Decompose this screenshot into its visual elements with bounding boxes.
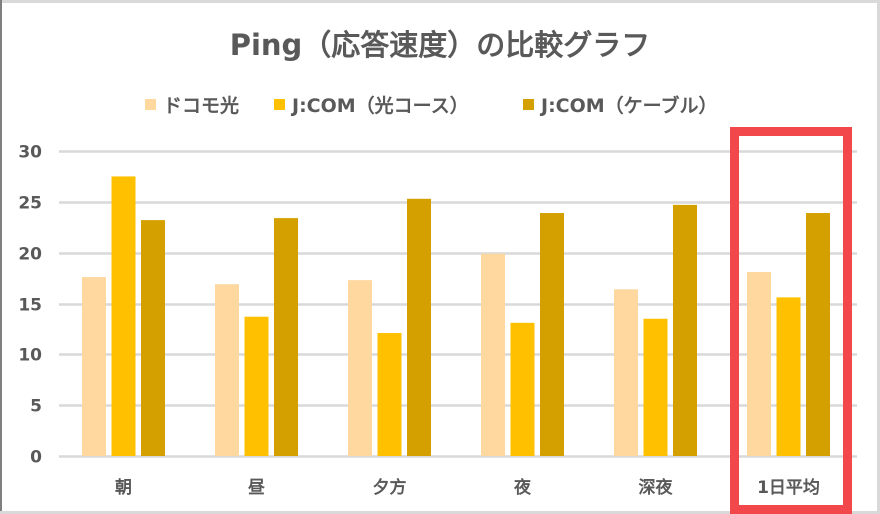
x-category-label: 夜 (513, 477, 532, 498)
bar-2 (244, 316, 269, 456)
y-tick-label: 30 (18, 143, 42, 163)
bar-1 (747, 271, 771, 456)
bar-3 (141, 220, 165, 456)
bar-3 (407, 198, 431, 457)
bar-2 (510, 322, 535, 456)
legend-label: J:COM（ケーブル） (539, 94, 718, 117)
bar-1 (215, 284, 239, 456)
x-axis: 朝 昼 夕方 夜 深夜 1日平均 (115, 477, 820, 498)
bars (82, 176, 830, 457)
frame-border-top (0, 0, 880, 3)
x-category-label: 1日平均 (757, 477, 820, 498)
gridlines (59, 150, 857, 458)
legend-label: ドコモ光 (163, 94, 239, 117)
chart-title: Ping（応答速度）の比較グラフ (230, 28, 651, 62)
y-tick-label: 20 (18, 245, 42, 265)
highlight-rectangle (730, 127, 852, 514)
frame-border-left (0, 0, 2, 514)
bar-2 (377, 332, 402, 456)
y-tick-label: 25 (18, 194, 42, 214)
bar-1 (614, 289, 638, 456)
y-tick-label: 5 (30, 397, 42, 417)
bar-1 (82, 277, 106, 456)
frame-border-bottom (0, 511, 880, 514)
legend: ドコモ光 J:COM（光コース） J:COM（ケーブル） (145, 94, 718, 117)
x-category-label: 夕方 (373, 477, 407, 498)
y-tick-label: 15 (18, 296, 42, 316)
y-axis: 0 5 10 15 20 25 30 (18, 143, 42, 468)
bar-2 (643, 318, 668, 456)
x-category-label: 深夜 (639, 477, 674, 498)
y-tick-label: 0 (30, 448, 42, 468)
legend-swatch (523, 99, 534, 110)
bar-1 (348, 280, 372, 456)
bar-2 (111, 176, 136, 456)
bar-1 (481, 253, 505, 456)
legend-label: J:COM（光コース） (290, 94, 469, 117)
legend-swatch (274, 99, 285, 110)
bar-3 (806, 213, 830, 456)
legend-swatch (145, 99, 156, 110)
y-tick-label: 10 (18, 346, 42, 366)
bar-3 (673, 204, 697, 456)
frame-border-right (877, 0, 880, 514)
bar-3 (540, 213, 564, 456)
x-category-label: 昼 (248, 478, 265, 498)
x-category-label: 朝 (115, 477, 132, 498)
bar-2 (776, 297, 801, 456)
highlight-box (730, 127, 852, 514)
bar-3 (274, 218, 298, 456)
